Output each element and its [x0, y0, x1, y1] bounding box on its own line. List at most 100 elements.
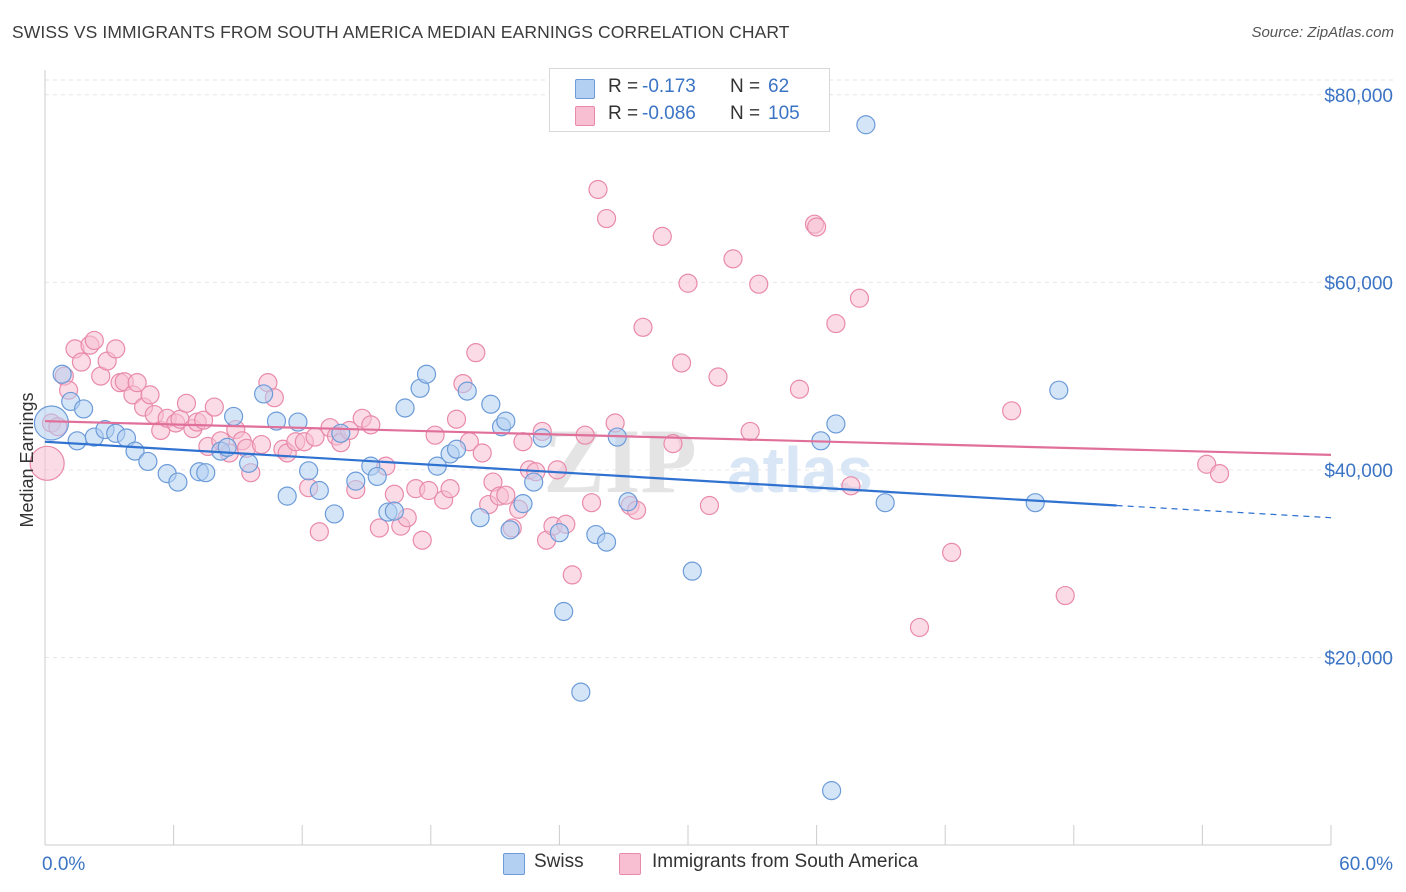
immigrants-point-110 [1197, 454, 1217, 474]
immigrants-point-94 [678, 273, 698, 293]
immigrants-point-52 [369, 518, 389, 538]
legend-row-swiss: R = -0.173 N = 62 [550, 75, 829, 101]
immigrants-point-109 [1055, 585, 1075, 606]
swiss-point-29 [367, 466, 387, 487]
watermark: ZIP atlas [543, 410, 873, 512]
immigrants-point-102 [806, 217, 827, 237]
immigrants-point-6 [71, 352, 92, 372]
swiss-point-49 [571, 682, 591, 702]
swiss-r-value: -0.173 [642, 76, 696, 97]
immigrants-point-99 [749, 274, 769, 294]
swiss-point-39 [470, 508, 490, 528]
swiss-point-1 [52, 364, 72, 384]
immigrants-point-58 [412, 530, 432, 550]
swiss-point-24 [309, 480, 329, 501]
y-axis-title: Median Earnings [17, 392, 37, 527]
swiss-point-42 [496, 411, 516, 431]
immigrants-point-108 [1002, 401, 1022, 421]
y-tick-label-0: $20,000 [1324, 648, 1393, 669]
swiss-point-45 [524, 472, 544, 492]
immigrants-series [29, 179, 1230, 638]
swiss-point-61 [1049, 380, 1069, 400]
immigrants-point-80 [547, 460, 567, 480]
immigrants-swatch [575, 106, 595, 126]
bottom-legend-immigrants: Immigrants from South America [652, 851, 919, 872]
y-tick-label-2: $60,000 [1324, 273, 1393, 294]
swiss-n-label: N = [730, 76, 761, 97]
immigrants-r-label: R = [608, 103, 639, 124]
swiss-trend-extension [1116, 504, 1332, 519]
swiss-point-43 [500, 520, 520, 540]
swiss-point-40 [481, 394, 501, 414]
immigrants-point-103 [826, 313, 846, 334]
swiss-point-47 [549, 523, 570, 543]
immigrants-point-51 [361, 415, 381, 435]
immigrants-point-86 [596, 208, 617, 229]
swiss-point-26 [331, 423, 351, 443]
swiss-point-20 [266, 411, 287, 431]
swiss-point-56 [822, 781, 842, 801]
immigrants-point-107 [942, 542, 962, 563]
correlation-legend: R = -0.173 N = 62 R = -0.086 N = 105 [549, 68, 830, 132]
swiss-point-57 [826, 414, 846, 434]
immigrants-point-17 [140, 385, 160, 405]
swiss-point-31 [384, 501, 404, 521]
swiss-trend-line [44, 440, 1117, 507]
swiss-point-59 [875, 493, 895, 513]
immigrants-point-105 [849, 288, 870, 308]
axis-labels: $20,000 $40,000 $60,000 $80,000 0.0% 60.0% Med… [17, 86, 1393, 875]
immigrants-point-93 [671, 353, 692, 373]
immigrants-point-28 [204, 397, 224, 417]
immigrants-point-63 [446, 409, 467, 429]
immigrants-point-96 [708, 367, 728, 387]
swiss-point-53 [618, 492, 638, 512]
swiss-point-37 [446, 439, 467, 459]
swiss-point-38 [457, 381, 477, 401]
immigrants-point-0 [29, 445, 65, 481]
swiss-point-25 [324, 504, 344, 524]
swiss-point-51 [596, 532, 617, 552]
swiss-point-27 [346, 471, 366, 491]
bottom-legend-swiss: Swiss [534, 851, 584, 872]
swiss-point-3 [67, 431, 87, 451]
swiss-point-23 [299, 461, 319, 481]
swiss-point-19 [254, 384, 274, 404]
swiss-point-12 [168, 472, 188, 492]
immigrants-point-23 [176, 393, 197, 413]
immigrants-point-62 [440, 479, 460, 499]
immigrants-point-71 [496, 485, 516, 505]
swiss-point-0 [33, 405, 70, 441]
immigrants-point-97 [723, 249, 743, 269]
swiss-swatch [575, 79, 595, 99]
immigrants-point-59 [419, 480, 439, 501]
swiss-r-label: R = [608, 76, 639, 97]
swiss-point-4 [73, 399, 94, 419]
swiss-point-46 [532, 428, 552, 448]
immigrants-point-11 [106, 339, 126, 359]
swiss-point-14 [196, 463, 216, 483]
immigrants-point-74 [513, 432, 533, 452]
x-tick-label-min: 0.0% [42, 854, 85, 875]
immigrants-point-8 [84, 330, 104, 351]
immigrants-point-104 [841, 476, 861, 496]
immigrants-point-100 [789, 379, 810, 399]
swiss-point-58 [856, 115, 876, 135]
swiss-point-17 [224, 406, 244, 427]
trend-lines [44, 420, 1332, 519]
immigrants-point-35 [251, 434, 272, 455]
immigrants-point-15 [127, 373, 147, 393]
x-tick-label-max: 60.0% [1339, 854, 1393, 875]
swiss-point-32 [395, 398, 415, 418]
immigrants-point-44 [309, 522, 329, 542]
immigrants-point-111 [1209, 464, 1230, 484]
immigrants-point-84 [581, 493, 602, 513]
swiss-n-value: 62 [768, 76, 790, 97]
immigrants-point-60 [425, 425, 445, 445]
immigrants-trend-line [44, 420, 1332, 456]
chart-title: SWISS VS IMMIGRANTS FROM SOUTH AMERICA M… [12, 22, 790, 42]
swiss-series [33, 115, 1069, 801]
immigrants-point-91 [652, 226, 672, 246]
swiss-point-44 [513, 494, 533, 514]
immigrants-point-82 [562, 565, 582, 585]
